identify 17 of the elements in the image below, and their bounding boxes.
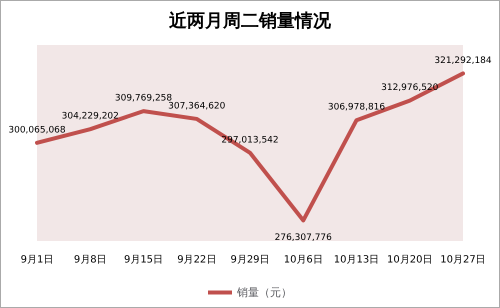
x-tick-label: 10月27日: [440, 254, 486, 266]
x-tick-label: 9月29日: [230, 254, 270, 266]
x-tick-label: 10月20日: [387, 254, 432, 266]
x-tick-label: 10月6日: [284, 254, 323, 266]
x-tick-label: 10月13日: [334, 254, 380, 266]
data-label: 276,307,776: [274, 232, 332, 243]
data-label: 300,065,068: [8, 125, 66, 136]
data-label: 304,229,202: [62, 112, 119, 122]
data-label: 321,292,184: [434, 56, 492, 66]
x-tick-label: 9月22日: [177, 254, 216, 266]
data-label: 306,978,816: [328, 102, 386, 113]
x-tick-label: 9月8日: [74, 254, 107, 266]
x-tick-label: 9月1日: [20, 254, 54, 266]
chart-title: 近两月周二销量情况: [168, 10, 332, 32]
x-tick-label: 9月15日: [124, 254, 164, 266]
legend-label: 销量（元）: [236, 286, 292, 299]
data-label: 307,364,620: [168, 101, 226, 112]
